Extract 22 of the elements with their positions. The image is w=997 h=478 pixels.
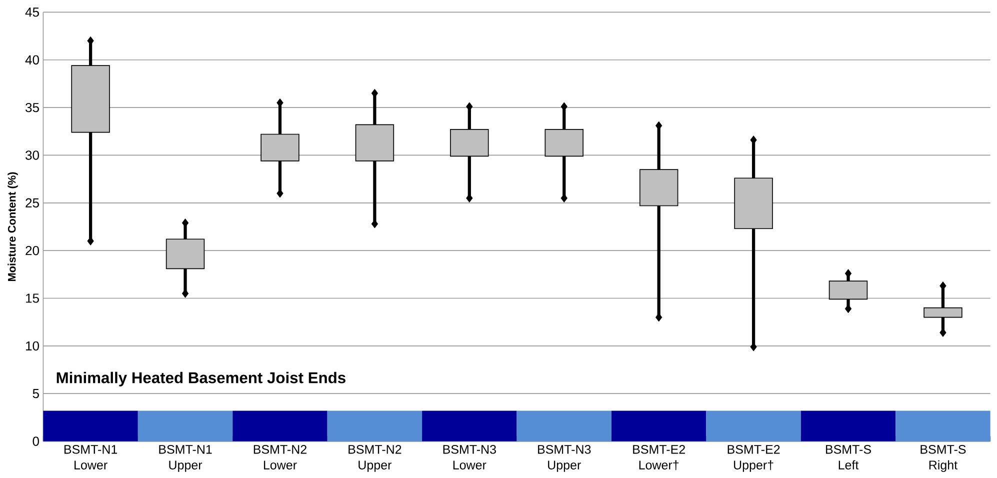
x-tick-label: BSMT-S Right — [920, 445, 966, 472]
y-tick-label: 25 — [26, 198, 39, 208]
y-tick-label: 45 — [25, 8, 39, 17]
x-tick-label: BSMT-S Left — [826, 445, 871, 470]
y-axis-title: Moisture Content (%) — [8, 172, 18, 282]
x-tick-label: BSMT-N2 Lower — [254, 445, 306, 470]
x-tick-label: BSMT-N1 Upper — [159, 445, 212, 472]
x-tick-label: BSMT-N1 Lower — [64, 445, 118, 470]
y-tick-label: 15 — [26, 294, 39, 304]
y-tick-label: 0 — [32, 436, 40, 446]
y-tick-label: 20 — [26, 246, 40, 256]
y-tick-label: 40 — [25, 56, 40, 65]
y-tick-label: 35 — [26, 103, 39, 112]
x-tick-label: BSMT-E2 Lower† — [633, 445, 685, 470]
x-tick-label: BSMT-N2 Upper — [348, 445, 402, 472]
annotation: Minimally Heated Basement Joist Ends — [56, 372, 346, 387]
y-tick-label: 30 — [26, 150, 40, 160]
x-tick-label: BSMT-N3 Upper — [538, 445, 591, 472]
y-tick-label: 5 — [32, 389, 39, 398]
x-tick-label: BSMT-N3 Lower — [443, 445, 496, 470]
y-tick-label: 10 — [26, 342, 40, 351]
x-tick-label: BSMT-E2 Upper† — [728, 445, 780, 472]
